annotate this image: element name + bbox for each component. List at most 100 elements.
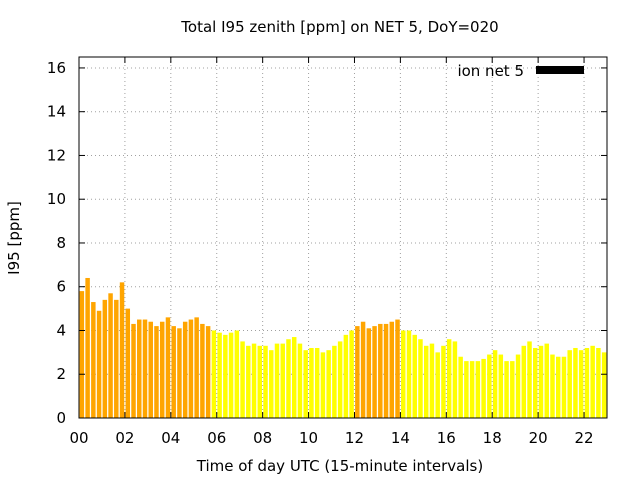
bar	[567, 350, 572, 418]
y-tick-label: 4	[56, 321, 66, 339]
bar	[234, 330, 240, 418]
y-tick-label: 2	[56, 365, 66, 383]
bar	[154, 326, 159, 418]
bar	[142, 319, 148, 418]
bar	[383, 323, 389, 418]
bar	[475, 361, 481, 418]
bar	[515, 354, 521, 418]
bar	[217, 332, 222, 418]
y-tick-label: 8	[56, 234, 66, 252]
x-tick-label: 06	[207, 429, 226, 447]
y-tick-label: 16	[47, 59, 66, 77]
bar	[360, 321, 366, 418]
bar	[269, 350, 274, 418]
bar	[257, 345, 263, 418]
bar	[429, 343, 435, 418]
bar	[137, 319, 142, 418]
legend-swatch	[536, 66, 584, 74]
bar	[487, 354, 492, 418]
bar	[119, 282, 125, 418]
bar	[79, 291, 85, 418]
bar	[182, 321, 188, 418]
bar	[85, 277, 90, 418]
bar	[527, 341, 532, 418]
bar	[332, 345, 337, 418]
bar	[251, 343, 257, 418]
bar	[458, 356, 463, 418]
y-tick-labels: 0 2 4 6 8 10 12 14 16	[47, 59, 66, 427]
bar	[205, 326, 211, 418]
bar	[349, 330, 354, 418]
bar	[291, 337, 297, 418]
bar	[337, 341, 343, 418]
bar	[91, 302, 96, 418]
bar	[481, 358, 486, 418]
bar	[446, 339, 452, 418]
x-tick-label: 20	[529, 429, 548, 447]
y-tick-label: 14	[47, 103, 66, 121]
bar	[194, 317, 199, 418]
bar	[355, 326, 360, 418]
bar	[102, 299, 108, 418]
bar	[240, 341, 245, 418]
bar	[274, 343, 280, 418]
y-tick-label: 6	[56, 278, 66, 296]
bar	[412, 334, 417, 418]
bar	[177, 328, 182, 418]
bar	[389, 321, 395, 418]
bar	[280, 343, 285, 418]
bar	[533, 347, 538, 418]
bar	[418, 339, 423, 418]
legend-label: ion net 5	[457, 62, 524, 80]
bar	[171, 326, 176, 418]
bar	[320, 352, 326, 418]
bar	[561, 356, 567, 418]
bar	[452, 341, 458, 418]
bar	[492, 350, 498, 418]
bar	[343, 334, 349, 418]
x-tick-label: 08	[253, 429, 272, 447]
bar	[464, 361, 469, 418]
bar	[573, 347, 578, 418]
bar	[372, 326, 377, 418]
y-tick-label: 10	[47, 190, 66, 208]
bar	[200, 323, 205, 418]
bar	[406, 330, 412, 418]
bar	[544, 343, 549, 418]
axis-ticks	[78, 57, 607, 419]
bar	[401, 330, 406, 418]
bar	[441, 345, 446, 418]
bar	[309, 347, 314, 418]
bar	[125, 308, 131, 418]
x-axis-label: Time of day UTC (15-minute intervals)	[196, 457, 483, 475]
x-tick-label: 04	[161, 429, 180, 447]
bar	[96, 310, 102, 418]
bar	[108, 293, 113, 418]
x-tick-labels: 00 02 04 06 08 10 12 14 16 18 20 22	[69, 429, 593, 447]
bar	[228, 332, 234, 418]
bar	[423, 345, 429, 418]
bar	[596, 347, 601, 418]
y-axis-label: I95 [ppm]	[5, 201, 23, 275]
bar	[159, 321, 165, 418]
x-tick-label: 12	[345, 429, 364, 447]
x-tick-label: 22	[574, 429, 593, 447]
bar	[469, 361, 475, 418]
bar	[326, 350, 331, 418]
legend: ion net 5	[457, 62, 584, 80]
bar	[314, 347, 320, 418]
bar	[510, 361, 515, 418]
bar	[504, 361, 509, 418]
bar	[498, 354, 504, 418]
bar	[435, 352, 440, 418]
x-tick-label: 16	[437, 429, 456, 447]
bar	[578, 350, 584, 418]
bar	[521, 345, 527, 418]
x-tick-label: 18	[483, 429, 502, 447]
bar	[188, 319, 194, 418]
x-tick-label: 10	[299, 429, 318, 447]
bar	[246, 345, 251, 418]
x-tick-label: 14	[391, 429, 410, 447]
bar	[555, 356, 561, 418]
